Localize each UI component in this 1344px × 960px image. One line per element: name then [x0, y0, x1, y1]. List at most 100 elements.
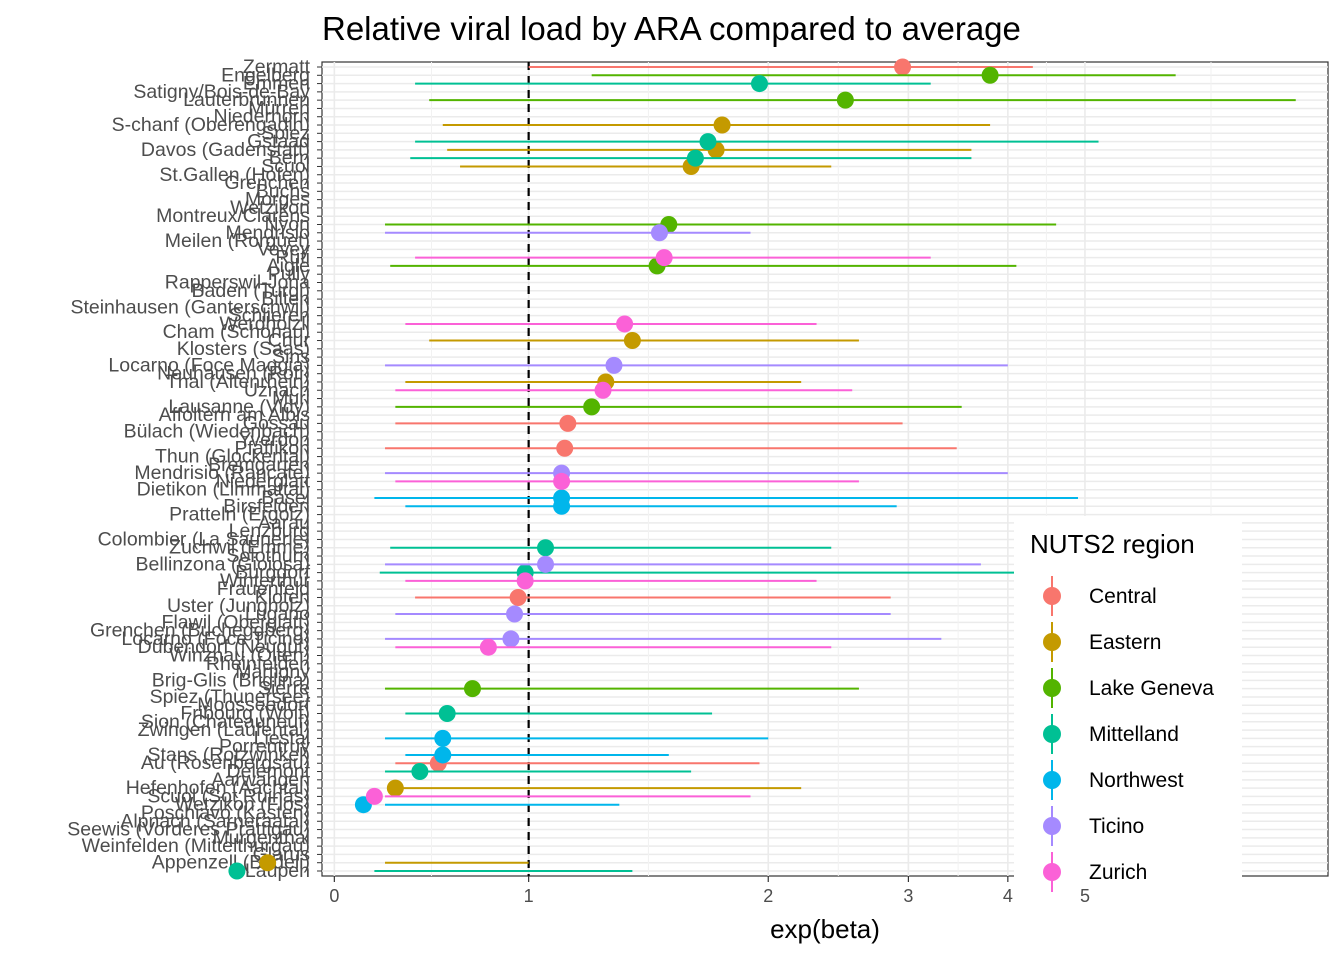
y-tick-label: Chur: [268, 330, 311, 352]
y-tick-label: Thal (Altenrhein): [166, 371, 310, 393]
y-tick-label: Buchs: [256, 180, 310, 202]
y-tick-label: S-chanf (Oberengadin): [112, 114, 310, 136]
legend-key-point: [1043, 679, 1061, 697]
y-tick-label: Nyon: [264, 213, 310, 235]
point-estimate: [479, 638, 497, 656]
point-estimate: [553, 472, 571, 490]
point-estimate: [365, 787, 383, 805]
point-estimate: [434, 746, 452, 764]
y-tick-label: Flawil (Oberglatt): [162, 611, 310, 633]
legend-label: Ticino: [1089, 815, 1144, 838]
y-tick-label: Emmen: [243, 73, 310, 95]
y-tick-label: Niederhorn: [214, 106, 310, 128]
y-tick-label: Solothurn: [227, 545, 310, 567]
point-estimate: [259, 854, 277, 872]
y-tick-label: Bern: [269, 147, 310, 169]
y-tick-label: Scuol (Sot Ruinas): [147, 785, 310, 807]
point-estimate: [699, 133, 717, 151]
y-tick-label: Davos (Gadenstatt): [141, 139, 310, 161]
y-tick-label: Weinfelden (Mittelthurgau): [82, 835, 310, 857]
y-tick-label: Bellinzona (Gioiosa): [135, 553, 310, 575]
y-tick-label: Uster (Jungholz): [167, 595, 310, 617]
x-tick-label: 3: [903, 886, 913, 906]
legend-key-point: [1043, 817, 1061, 835]
y-tick-label: Rapperswil-Jona: [165, 272, 310, 294]
y-tick-label: Dübendorf (Neugut): [138, 636, 310, 658]
legend-key-point: [1043, 771, 1061, 789]
y-tick-label: Bremgarten: [208, 454, 310, 476]
y-tick-label: Delémont: [227, 761, 311, 783]
point-estimate: [616, 315, 634, 333]
data-marks: [228, 58, 1296, 880]
y-tick-label: Gossau: [243, 412, 310, 434]
y-tick-label: Liestal: [254, 727, 310, 749]
point-estimate: [516, 572, 534, 590]
y-tick-label: Alpnach (Sarneraatal): [120, 810, 310, 832]
y-tick-label: Uznach: [244, 379, 310, 401]
y-tick-label: Sion (Chateauneuf): [141, 711, 310, 733]
point-estimate: [605, 356, 623, 374]
y-tick-label: Basel: [261, 487, 310, 509]
x-tick-label: 4: [1003, 886, 1013, 906]
x-tick-label: 1: [524, 886, 534, 906]
y-tick-label: Martigny: [235, 661, 310, 683]
y-tick-label: Zuchwil (Emme): [169, 537, 310, 559]
y-tick-label: Gstaad: [247, 131, 310, 153]
point-estimate: [623, 332, 641, 350]
y-tick-label: Lausanne (Vidy): [168, 396, 310, 418]
y-tick-label: Brig-Glis (Briglina): [152, 669, 310, 691]
y-tick-label: Satigny/Bois-de-Bay: [133, 81, 310, 103]
y-tick-label: Colombier (La Saunerie): [98, 528, 310, 550]
y-tick-label: Engelberg: [221, 64, 310, 86]
point-estimate: [228, 862, 246, 880]
y-tick-label: Mendrisio (Rancate): [134, 462, 310, 484]
point-estimate: [537, 539, 555, 557]
y-tick-label: Mendrisio: [225, 222, 310, 244]
y-tick-label: Dietikon (Limmattal): [137, 479, 310, 501]
y-tick-label: Montreux/Clarens: [156, 205, 310, 227]
legend-key-point: [1043, 725, 1061, 743]
y-tick-label: Bilten: [261, 288, 310, 310]
y-tick-label: Frauenfeld: [217, 578, 310, 600]
y-tick-label: Lenzburg: [229, 520, 310, 542]
y-tick-label: Werdhölzli: [219, 313, 310, 335]
y-tick-label: Scuol: [261, 155, 310, 177]
y-tick-label: Moosseedorf: [197, 694, 310, 716]
y-tick-label: Grenchen (Bucheggberg): [90, 620, 310, 642]
y-tick-label: St.Gallen (Hofen): [159, 164, 310, 186]
point-estimate: [836, 91, 854, 109]
y-tick-label: Birsfelden: [223, 495, 310, 517]
y-tick-label: Bülach (Wiedenbach): [124, 421, 310, 443]
y-tick-label: Thun (Glockental): [155, 446, 310, 468]
y-tick-label: Locarno (Foce Ticino): [121, 628, 310, 650]
y-tick-label: Stans (Rotzwinkel): [147, 744, 310, 766]
y-tick-label: Rheinfelden: [206, 653, 310, 675]
y-tick-label: Sierre: [258, 678, 310, 700]
y-tick-label: Schlieren: [229, 305, 310, 327]
y-tick-label: Pully: [268, 263, 311, 285]
y-tick-label: Cham (Schönau): [163, 321, 310, 343]
legend-title: NUTS2 region: [1030, 529, 1195, 559]
point-estimate: [553, 497, 571, 515]
y-tick-label: Fribourg (Wolf): [180, 703, 310, 725]
y-tick-label: Burgdorf: [235, 562, 310, 584]
y-tick-label: Winznau (Olten): [169, 644, 310, 666]
y-tick-label: Zwingen (Laufental): [138, 719, 310, 741]
legend-label: Lake Geneva: [1089, 677, 1214, 700]
legend: NUTS2 region Central Eastern Lake Geneva Mit…: [1014, 516, 1242, 892]
y-tick-label: Affoltern am Albis: [159, 404, 311, 426]
point-estimate: [655, 249, 673, 267]
y-tick-label: Laupen: [245, 860, 310, 882]
y-tick-label: Aarau: [258, 512, 310, 534]
y-tick-label: Winterthur: [220, 570, 310, 592]
x-tick-label: 2: [763, 886, 773, 906]
point-estimate: [594, 381, 612, 399]
y-tick-label: Rüti: [275, 247, 310, 269]
y-tick-label: Aigle: [267, 255, 310, 277]
legend-label: Central: [1089, 585, 1157, 608]
chart-title: Relative viral load by ARA compared to a…: [322, 10, 1021, 47]
y-tick-label: Zermatt: [243, 56, 311, 78]
y-tick-label: Poschiavo (Kasten): [141, 802, 310, 824]
y-tick-label: Muri: [272, 388, 310, 410]
legend-key-point: [1043, 863, 1061, 881]
